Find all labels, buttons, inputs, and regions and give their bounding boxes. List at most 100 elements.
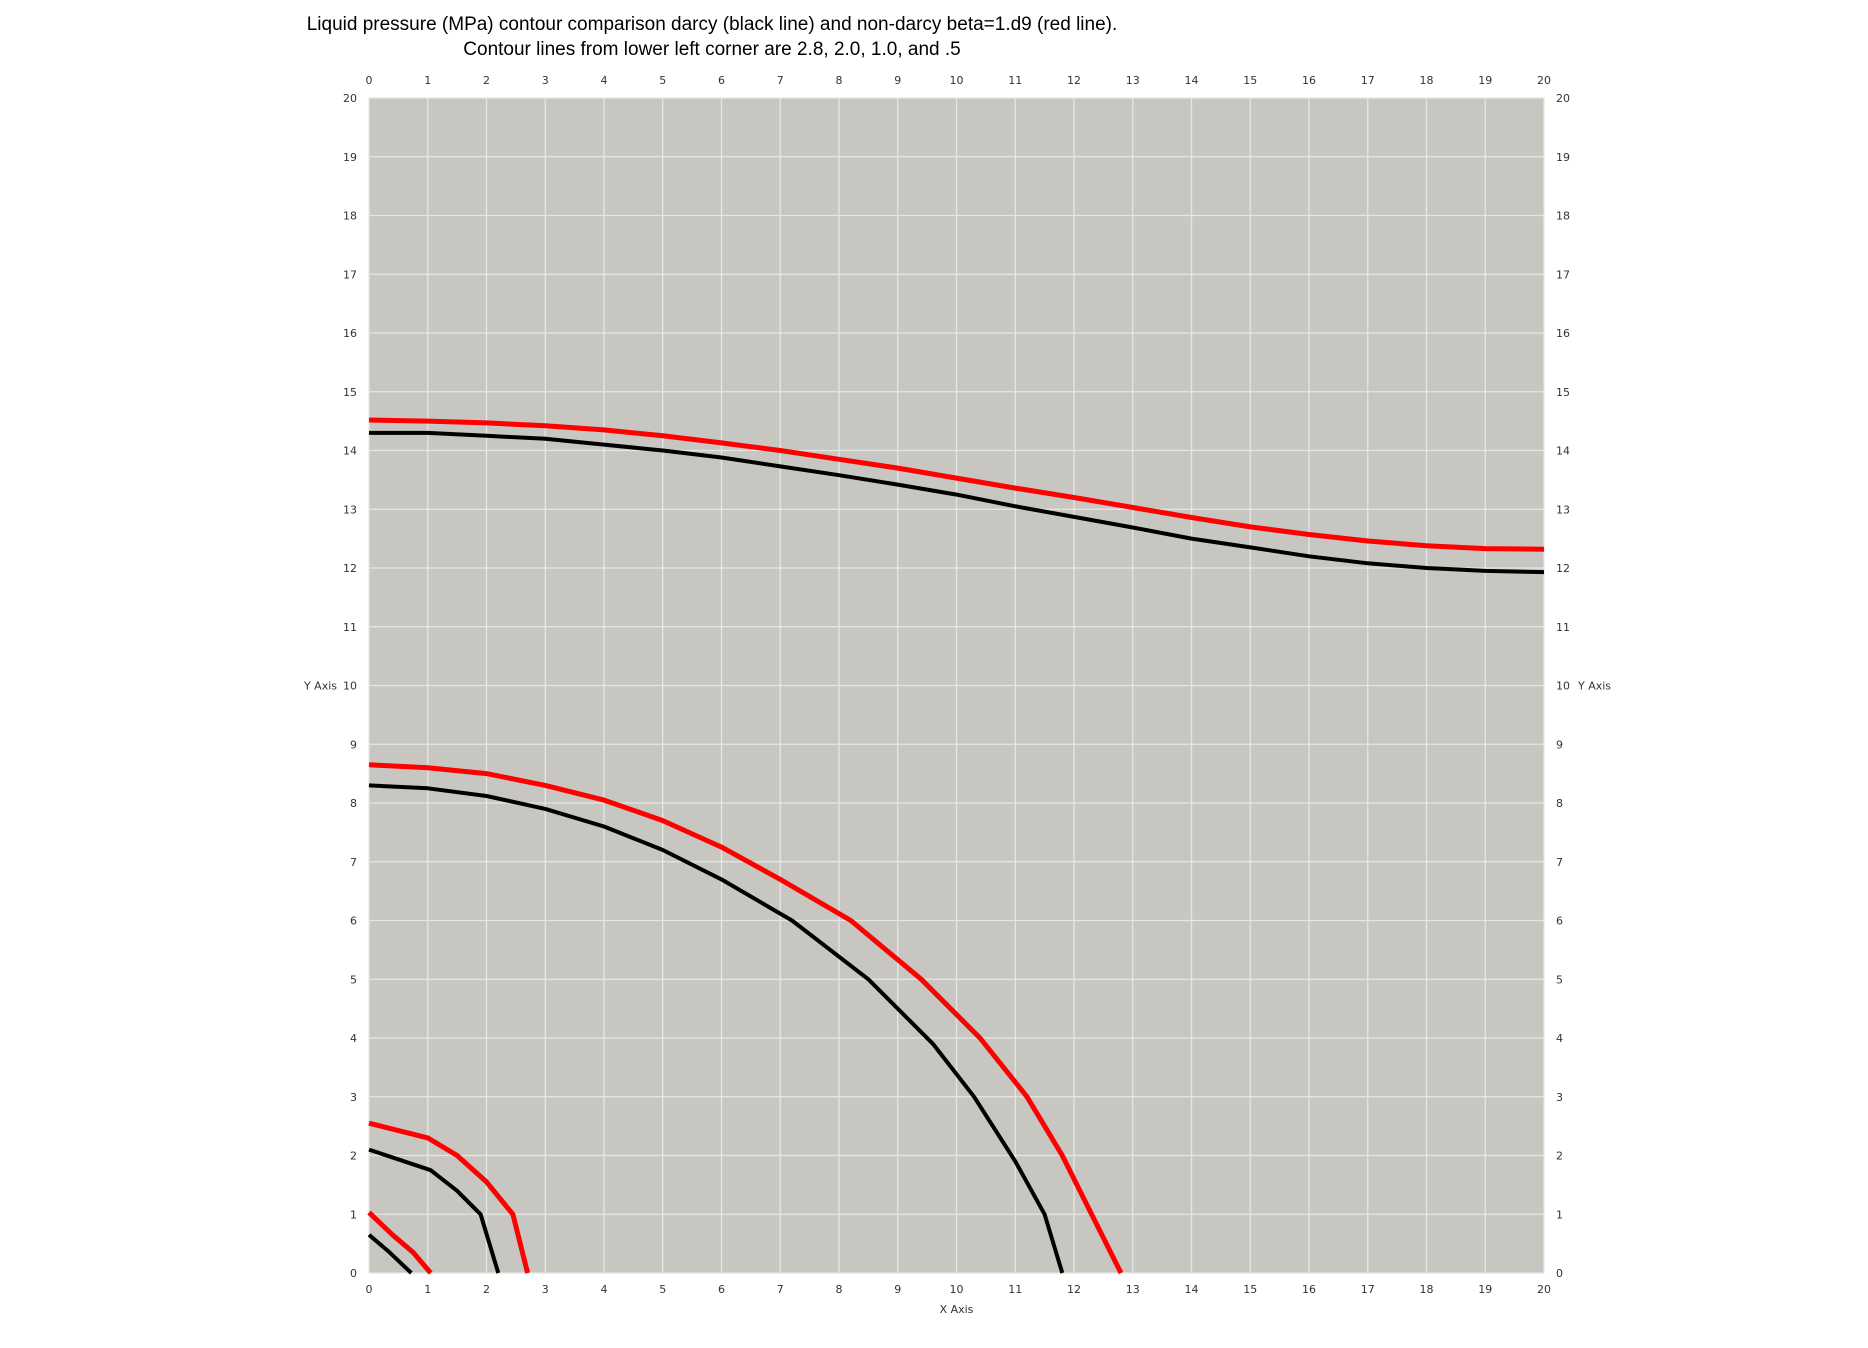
x-tick-label-bottom: 11 [1008, 1283, 1022, 1296]
x-tick-label-top: 13 [1126, 74, 1140, 87]
y-tick-label-right: 5 [1556, 973, 1563, 986]
y-tick-label-left: 1 [350, 1208, 357, 1221]
x-tick-label-bottom: 10 [950, 1283, 964, 1296]
x-tick-label-top: 3 [542, 74, 549, 87]
x-tick-label-bottom: 15 [1243, 1283, 1257, 1296]
grid-lines [368, 97, 1545, 1274]
y-tick-label-right: 16 [1556, 327, 1570, 340]
y-tick-label-right: 11 [1556, 621, 1570, 634]
y-tick-label-right: 7 [1556, 856, 1563, 869]
x-tick-label-top: 17 [1361, 74, 1375, 87]
y-tick-label-left: 2 [350, 1150, 357, 1163]
x-tick-label-bottom: 9 [894, 1283, 901, 1296]
y-tick-label-right: 9 [1556, 738, 1563, 751]
x-tick-label-top: 10 [950, 74, 964, 87]
x-tick-label-top: 2 [483, 74, 490, 87]
x-tick-label-top: 4 [601, 74, 608, 87]
y-tick-label-left: 19 [343, 151, 357, 164]
y-tick-label-right: 6 [1556, 915, 1563, 928]
y-tick-label-right: 4 [1556, 1032, 1563, 1045]
y-tick-label-left: 17 [343, 268, 357, 281]
y-tick-label-right: 13 [1556, 503, 1570, 516]
x-tick-label-top: 20 [1537, 74, 1551, 87]
y-tick-label-left: 18 [343, 210, 357, 223]
y-tick-label-right: 12 [1556, 562, 1570, 575]
black-contour-line [368, 1147, 501, 1274]
contour-series [367, 417, 1545, 1275]
x-tick-label-top: 6 [718, 74, 725, 87]
x-tick-label-top: 7 [777, 74, 784, 87]
x-tick-label-top: 16 [1302, 74, 1316, 87]
y-tick-label-right: 19 [1556, 151, 1570, 164]
y-tick-label-right: 3 [1556, 1091, 1563, 1104]
red-contour-line [368, 762, 1124, 1275]
x-tick-label-top: 1 [424, 74, 431, 87]
x-tick-label-bottom: 7 [777, 1283, 784, 1296]
black-contour-line [369, 430, 1545, 575]
x-tick-label-bottom: 0 [366, 1283, 373, 1296]
y-tick-label-left: 11 [343, 621, 357, 634]
y-tick-label-left: 13 [343, 503, 357, 516]
y-tick-label-right: 17 [1556, 268, 1570, 281]
x-tick-label-bottom: 8 [836, 1283, 843, 1296]
tick-labels: 0011223344556677889910101111121213131414… [343, 74, 1570, 1296]
y-tick-label-left: 8 [350, 797, 357, 810]
y-tick-label-right: 0 [1556, 1267, 1563, 1280]
y-tick-label-left: 15 [343, 386, 357, 399]
y-tick-label-left: 14 [343, 445, 357, 458]
x-tick-label-bottom: 20 [1537, 1283, 1551, 1296]
y-axis-label-right: Y Axis [1577, 680, 1611, 693]
x-tick-label-bottom: 5 [659, 1283, 666, 1296]
x-tick-label-bottom: 19 [1478, 1283, 1492, 1296]
y-tick-label-right: 20 [1556, 92, 1570, 105]
y-axis-label-left: Y Axis [303, 680, 337, 693]
x-tick-label-top: 5 [659, 74, 666, 87]
x-tick-label-bottom: 4 [601, 1283, 608, 1296]
red-contour-line [367, 1210, 433, 1275]
y-tick-label-right: 2 [1556, 1150, 1563, 1163]
x-tick-label-top: 9 [894, 74, 901, 87]
x-tick-label-bottom: 14 [1185, 1283, 1199, 1296]
y-tick-label-left: 20 [343, 92, 357, 105]
x-tick-label-top: 15 [1243, 74, 1257, 87]
y-tick-label-right: 14 [1556, 445, 1570, 458]
black-contour-line [367, 1233, 413, 1275]
chart-title: Liquid pressure (MPa) contour comparison… [306, 14, 1118, 35]
y-tick-label-left: 9 [350, 738, 357, 751]
y-tick-label-left: 3 [350, 1091, 357, 1104]
x-tick-label-bottom: 12 [1067, 1283, 1081, 1296]
x-tick-label-top: 14 [1185, 74, 1199, 87]
y-tick-label-left: 10 [343, 680, 357, 693]
chart-subtitle: Contour lines from lower left corner are… [463, 39, 961, 60]
x-tick-label-bottom: 13 [1126, 1283, 1140, 1296]
y-tick-label-left: 4 [350, 1032, 357, 1045]
chart-title-block: Liquid pressure (MPa) contour comparison… [0, 12, 1424, 62]
x-tick-label-top: 18 [1420, 74, 1434, 87]
x-tick-label-bottom: 3 [542, 1283, 549, 1296]
y-tick-label-left: 12 [343, 562, 357, 575]
x-tick-label-bottom: 1 [424, 1283, 431, 1296]
y-tick-label-right: 8 [1556, 797, 1563, 810]
x-tick-label-top: 11 [1008, 74, 1022, 87]
x-tick-label-bottom: 2 [483, 1283, 490, 1296]
x-axis-label: X Axis [940, 1303, 974, 1316]
x-tick-label-top: 19 [1478, 74, 1492, 87]
red-contour-line [368, 417, 1545, 552]
x-tick-label-top: 12 [1067, 74, 1081, 87]
black-contour-line [368, 783, 1065, 1274]
y-tick-label-left: 6 [350, 915, 357, 928]
y-tick-label-left: 7 [350, 856, 357, 869]
x-tick-label-top: 0 [366, 74, 373, 87]
y-tick-label-right: 1 [1556, 1208, 1563, 1221]
y-tick-label-left: 0 [350, 1267, 357, 1280]
y-tick-label-left: 16 [343, 327, 357, 340]
y-tick-label-right: 15 [1556, 386, 1570, 399]
y-tick-label-right: 18 [1556, 210, 1570, 223]
red-contour-line [368, 1120, 531, 1274]
y-tick-label-left: 5 [350, 973, 357, 986]
x-tick-label-bottom: 6 [718, 1283, 725, 1296]
x-tick-label-bottom: 17 [1361, 1283, 1375, 1296]
y-tick-label-right: 10 [1556, 680, 1570, 693]
x-tick-label-top: 8 [836, 74, 843, 87]
